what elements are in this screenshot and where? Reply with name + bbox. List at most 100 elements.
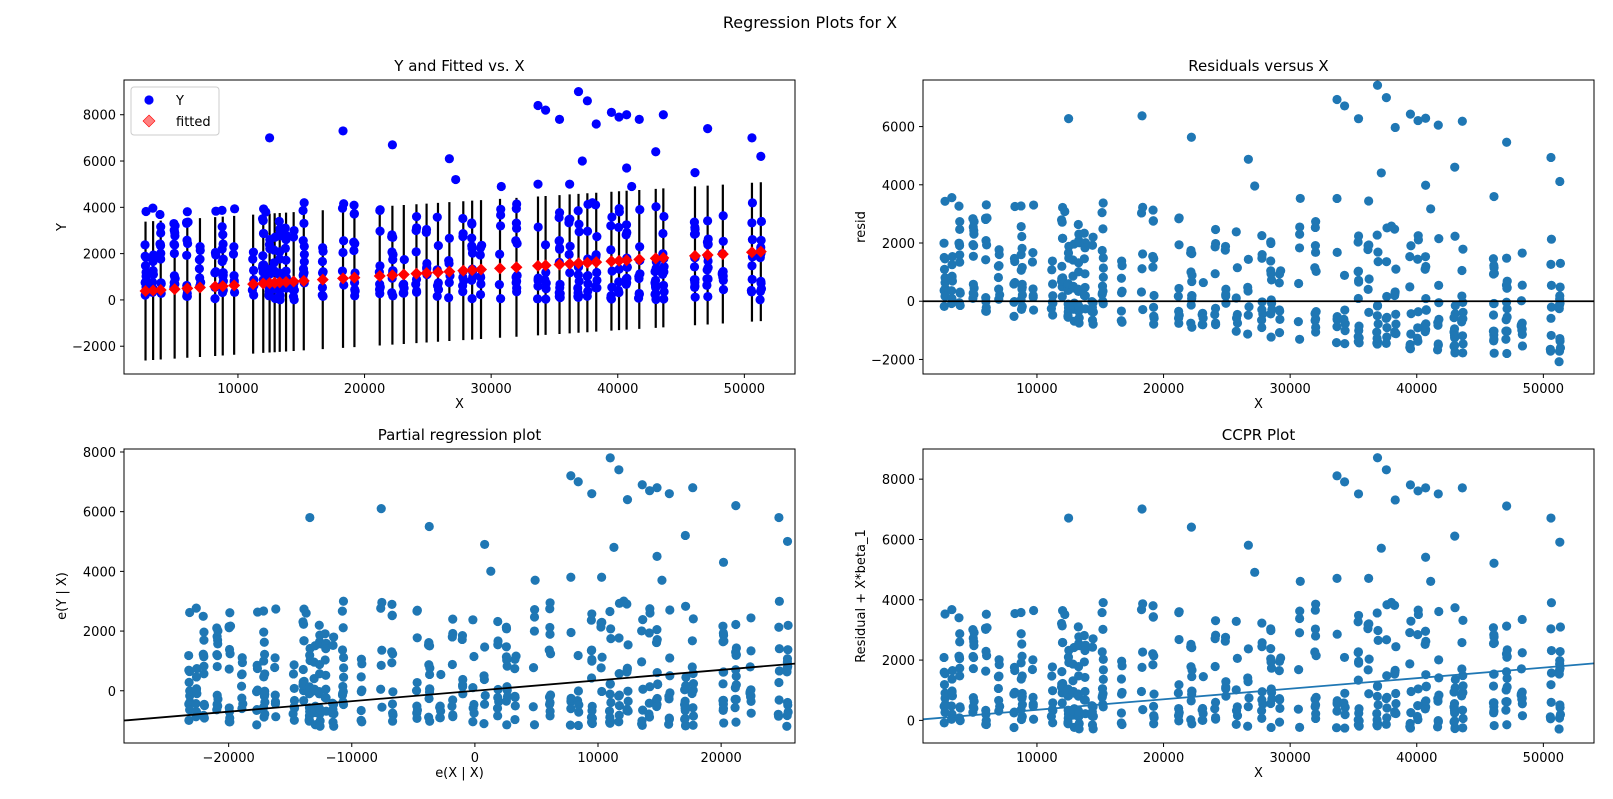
resid-point bbox=[1339, 101, 1350, 111]
partial-point bbox=[199, 650, 209, 660]
y-point bbox=[349, 245, 359, 256]
figure-suptitle: Regression Plots for X bbox=[723, 13, 897, 32]
partial-point bbox=[665, 653, 675, 663]
resid-point bbox=[1421, 319, 1431, 329]
resid-point bbox=[1148, 216, 1158, 226]
fitted-point bbox=[397, 268, 410, 281]
partial-point bbox=[435, 713, 445, 723]
y-point bbox=[194, 264, 204, 274]
resid-point bbox=[1382, 312, 1392, 322]
ccpr-point bbox=[1381, 635, 1392, 645]
ccpr-point bbox=[1340, 723, 1350, 733]
fitted-point bbox=[745, 246, 758, 259]
resid-point bbox=[1413, 115, 1423, 126]
resid-point bbox=[1057, 261, 1067, 271]
ccpr-point bbox=[1048, 698, 1058, 708]
partial-point bbox=[637, 626, 647, 636]
partial-point bbox=[328, 640, 338, 650]
ccpr-point bbox=[1449, 716, 1460, 726]
y-point bbox=[496, 181, 506, 192]
partial-point bbox=[545, 706, 555, 716]
y-point bbox=[689, 262, 700, 272]
partial-point bbox=[387, 658, 397, 668]
plot-area-2 bbox=[923, 80, 1594, 367]
y-point bbox=[565, 268, 575, 278]
ccpr-point bbox=[1421, 682, 1431, 692]
resid-point bbox=[1373, 257, 1383, 267]
ccpr-point bbox=[1266, 684, 1276, 694]
resid-point bbox=[1502, 326, 1512, 336]
resid-point bbox=[1266, 256, 1276, 266]
partial-point bbox=[377, 597, 387, 608]
ccpr-point bbox=[1405, 480, 1416, 490]
resid-point bbox=[1149, 319, 1159, 329]
ccpr-point bbox=[1501, 667, 1512, 677]
y-point bbox=[554, 236, 564, 246]
partial-point bbox=[458, 689, 468, 699]
resid-point bbox=[1555, 176, 1565, 187]
resid-point bbox=[1295, 222, 1305, 232]
resid-point bbox=[1412, 333, 1422, 343]
y-point bbox=[703, 291, 713, 302]
partial-point bbox=[184, 650, 194, 661]
ccpr-point bbox=[1136, 686, 1147, 697]
y-point bbox=[651, 147, 661, 157]
ccpr-point bbox=[1488, 638, 1499, 649]
ccpr-point bbox=[1080, 672, 1090, 683]
partial-point bbox=[425, 663, 435, 673]
y-point bbox=[140, 240, 150, 250]
partial-point bbox=[357, 659, 367, 669]
resid-point bbox=[1489, 336, 1499, 346]
ccpr-point bbox=[1546, 680, 1556, 690]
resid-point bbox=[1046, 304, 1056, 314]
resid-point bbox=[1137, 111, 1147, 121]
resid-point bbox=[1364, 196, 1374, 206]
partial-point bbox=[530, 575, 540, 585]
plot-area-3 bbox=[124, 453, 795, 731]
ccpr-point bbox=[955, 715, 965, 726]
partial-point bbox=[731, 501, 741, 511]
ccpr-point bbox=[1421, 483, 1431, 493]
ccpr-point bbox=[1457, 637, 1467, 648]
y-point bbox=[280, 243, 290, 253]
partial-point bbox=[338, 652, 349, 663]
y-point bbox=[259, 228, 269, 239]
ccpr-point bbox=[1028, 714, 1039, 724]
y-tick-label: 4000 bbox=[882, 179, 915, 194]
y-point bbox=[458, 272, 468, 283]
y-point bbox=[541, 278, 551, 288]
y-point bbox=[140, 251, 150, 261]
resid-point bbox=[1017, 243, 1027, 253]
y-point bbox=[541, 267, 551, 278]
partial-point bbox=[387, 599, 397, 609]
partial-point bbox=[605, 453, 615, 463]
partial-point bbox=[260, 689, 270, 699]
ccpr-point bbox=[1555, 622, 1566, 632]
resid-point bbox=[1079, 291, 1090, 301]
y-tick-label: 6000 bbox=[83, 506, 116, 521]
partial-point bbox=[480, 539, 490, 550]
partial-point bbox=[680, 685, 690, 695]
resid-point bbox=[1027, 257, 1038, 267]
ccpr-point bbox=[1363, 665, 1373, 675]
partial-point bbox=[191, 603, 201, 613]
resid-point bbox=[1546, 302, 1557, 312]
ccpr-point bbox=[955, 702, 965, 712]
y-point bbox=[399, 255, 409, 265]
partial-point bbox=[321, 644, 331, 654]
fitted-point bbox=[147, 284, 160, 297]
partial-point bbox=[468, 615, 478, 625]
partial-point bbox=[388, 708, 398, 718]
partial-point bbox=[587, 656, 597, 666]
y-point bbox=[444, 154, 454, 164]
resid-point bbox=[1555, 282, 1565, 292]
resid-point bbox=[1488, 254, 1499, 264]
partial-point bbox=[436, 669, 446, 680]
ccpr-point bbox=[1458, 615, 1468, 625]
partial-point bbox=[436, 706, 446, 716]
ccpr-point bbox=[1555, 537, 1565, 547]
y-point bbox=[689, 229, 700, 239]
resid-point bbox=[1088, 232, 1098, 242]
resid-point bbox=[994, 284, 1004, 294]
ccpr-point bbox=[1210, 704, 1220, 714]
